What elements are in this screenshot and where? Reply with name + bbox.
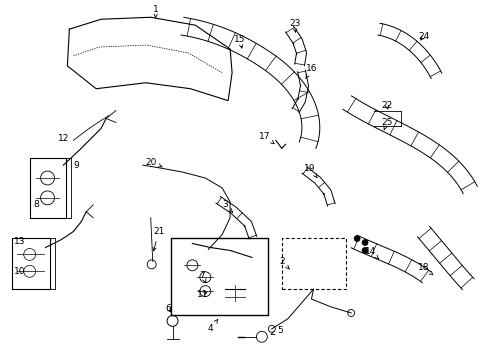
Polygon shape	[67, 17, 232, 100]
Text: 25: 25	[381, 118, 392, 130]
Text: 14: 14	[365, 247, 378, 259]
Text: 12: 12	[58, 134, 69, 143]
Text: 8: 8	[34, 200, 40, 209]
Text: 17: 17	[259, 132, 273, 144]
Text: 22: 22	[381, 101, 392, 110]
Circle shape	[361, 239, 367, 246]
Text: 1: 1	[153, 5, 158, 17]
Text: 4: 4	[207, 319, 217, 333]
Text: 11: 11	[196, 289, 208, 298]
Text: 9: 9	[73, 161, 79, 170]
Text: 19: 19	[303, 163, 316, 177]
Text: 7: 7	[199, 271, 205, 283]
Text: 16: 16	[305, 64, 317, 78]
Text: 18: 18	[417, 263, 432, 275]
Text: 13: 13	[14, 237, 25, 246]
Circle shape	[361, 247, 367, 253]
Text: 6: 6	[165, 305, 171, 314]
Text: 20: 20	[145, 158, 162, 167]
Text: 23: 23	[288, 19, 300, 32]
Text: 15: 15	[234, 35, 245, 48]
Text: 5: 5	[270, 326, 282, 335]
Text: 10: 10	[14, 267, 25, 276]
Text: 24: 24	[417, 32, 428, 41]
Text: 21: 21	[153, 227, 164, 251]
Text: 3: 3	[222, 200, 232, 212]
Circle shape	[353, 235, 359, 242]
Text: 2: 2	[278, 257, 289, 269]
